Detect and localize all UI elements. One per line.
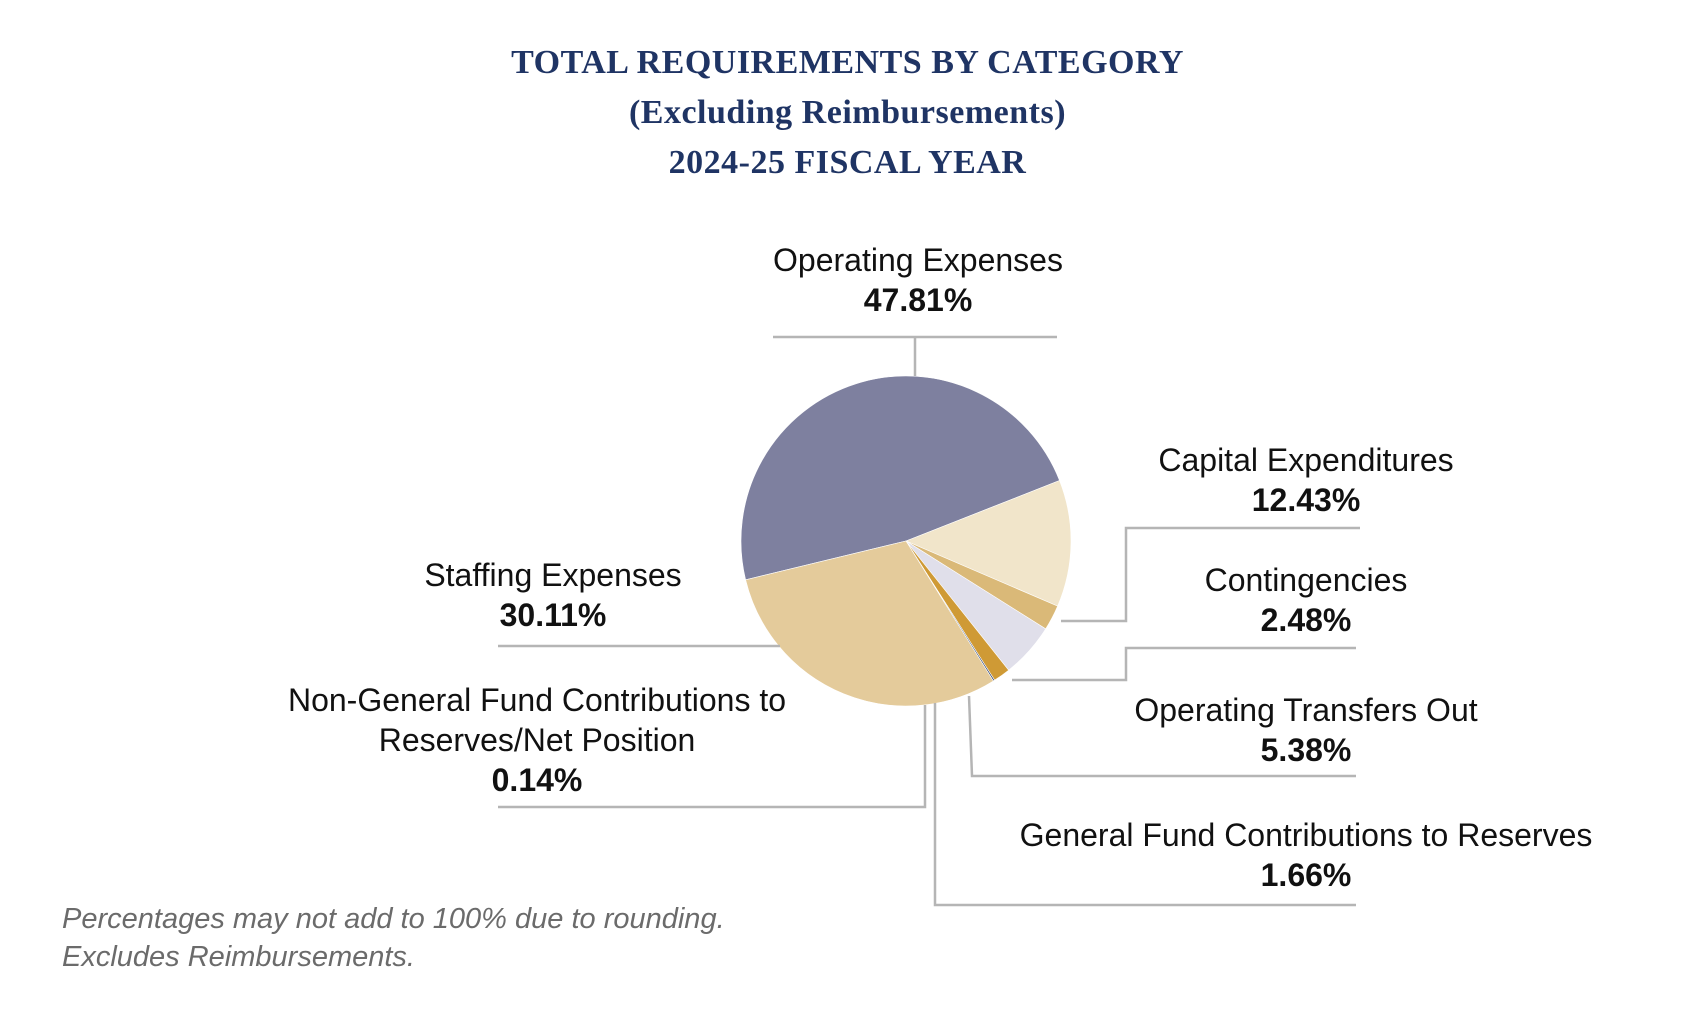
label-name-staffing-expenses: Staffing Expenses — [424, 557, 682, 593]
leader-line-capital-expenditures — [1061, 526, 1360, 623]
label-name-operating-expenses: Operating Expenses — [773, 242, 1063, 278]
slice-capital-expenditures — [905, 480, 1072, 607]
label-value-capital-expenditures: 12.43% — [1251, 482, 1361, 518]
leader-line-operating-expenses — [773, 335, 1057, 376]
chart-title-line-1: TOTAL REQUIREMENTS BY CATEGORY — [511, 44, 1184, 81]
label-name-contingencies: Contingencies — [1204, 562, 1408, 598]
label-capital-expenditures: Capital Expenditures 12.43% — [956, 440, 1656, 520]
label-value-staffing-expenses: 30.11% — [499, 597, 607, 633]
label-value-non-general-fund-contributions-to-reserves-net-position: 0.14% — [491, 762, 583, 798]
footnote-reimbursements: Excludes Reimbursements. — [62, 941, 415, 973]
label-contingencies: Contingencies 2.48% — [956, 560, 1656, 640]
label-operating-expenses: Operating Expenses 47.81% — [568, 240, 1268, 320]
slice-staffing-expenses — [745, 540, 994, 707]
label-name-capital-expenditures: Capital Expenditures — [1158, 442, 1454, 478]
label-operating-transfers-out: Operating Transfers Out 5.38% — [956, 690, 1656, 770]
label-non-general-fund-contributions-to-reserves-net-position: Non-General Fund Contributions to Reserve… — [187, 680, 887, 800]
label-general-fund-contributions-to-reserves: General Fund Contributions to Reserves 1.… — [956, 815, 1656, 895]
leader-line-general-fund-contributions-to-reserves — [933, 703, 1356, 907]
slice-operating-expenses — [740, 375, 1060, 581]
leader-line-operating-transfers-out — [967, 695, 1356, 778]
label-name-non-general-fund-contributions-to-reserves-net-position-2: Reserves/Net Position — [378, 722, 696, 758]
footnote-rounding: Percentages may not add to 100% due to r… — [62, 903, 725, 935]
leader-line-non-general-fund-contributions-to-reserves-net-position — [498, 705, 927, 809]
label-value-operating-expenses: 47.81% — [863, 282, 973, 318]
label-value-contingencies: 2.48% — [1260, 602, 1352, 638]
label-staffing-expenses: Staffing Expenses 30.11% — [203, 555, 903, 635]
leader-line-contingencies — [1012, 646, 1356, 682]
label-value-general-fund-contributions-to-reserves: 1.66% — [1260, 857, 1352, 893]
chart-title-line-2: (Excluding Reimbursements) — [628, 94, 1067, 131]
label-name-operating-transfers-out: Operating Transfers Out — [1134, 692, 1478, 728]
label-name-general-fund-contributions-to-reserves: General Fund Contributions to Reserves — [1019, 817, 1593, 853]
label-name-non-general-fund-contributions-to-reserves-net-position: Non-General Fund Contributions to — [287, 682, 787, 718]
chart-title-line-3: 2024-25 FISCAL YEAR — [668, 144, 1027, 181]
label-value-operating-transfers-out: 5.38% — [1260, 732, 1352, 768]
